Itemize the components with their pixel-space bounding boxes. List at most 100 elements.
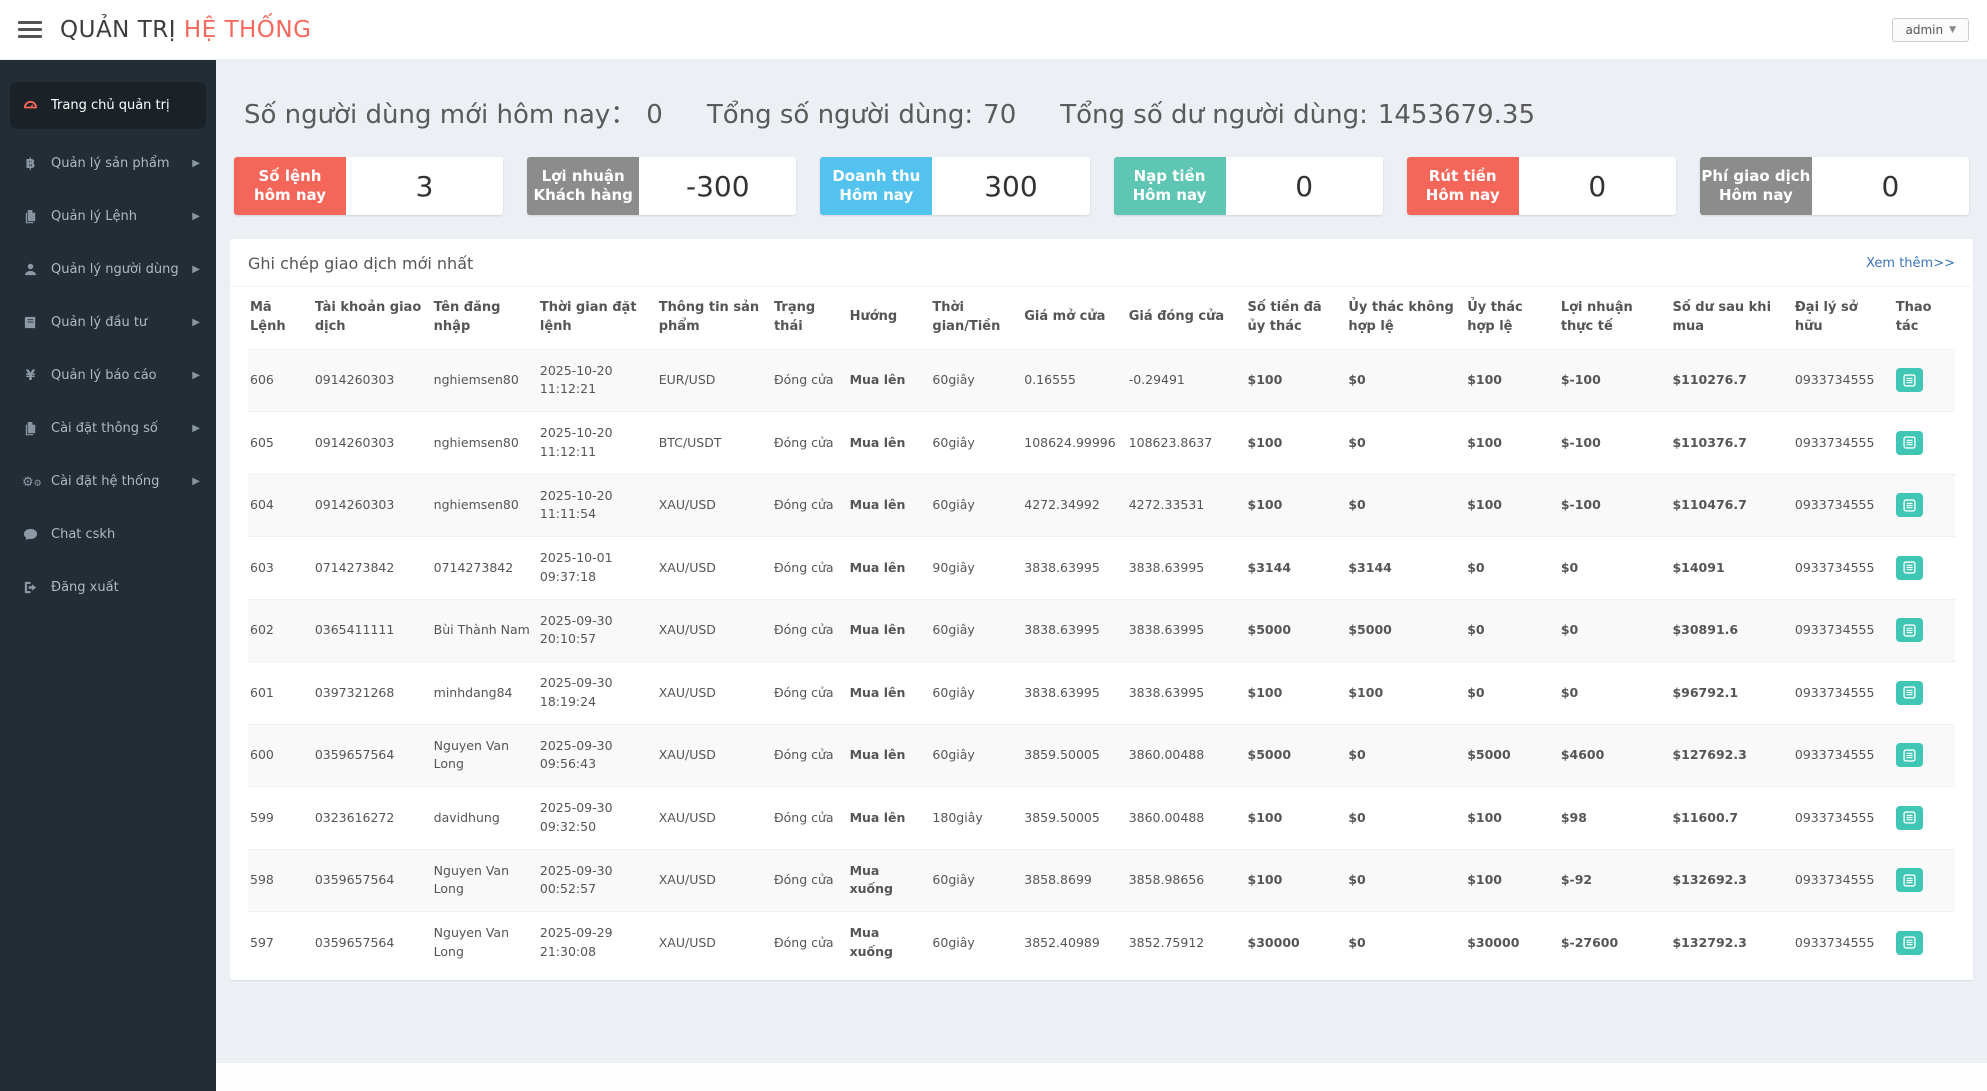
column-header-13: Lợi nhuận thực tế	[1560, 300, 1633, 334]
stat-card-2: Doanh thu Hôm nay 300	[820, 157, 1090, 215]
list-icon	[1903, 811, 1916, 825]
row-detail-button[interactable]	[1895, 555, 1923, 580]
sidebar-item-9[interactable]: Đăng xuất	[0, 561, 216, 614]
column-header-10: Số tiền đã ủy thác	[1247, 300, 1322, 334]
cell-product: XAU/USD	[656, 598, 772, 662]
cell-id: 604	[248, 473, 313, 537]
column-header-5: Trạng thái	[773, 300, 816, 334]
row-detail-button[interactable]	[1895, 618, 1923, 643]
cell-username: Bùi Thành Nam	[431, 598, 538, 662]
row-detail-button[interactable]	[1895, 805, 1923, 830]
cell-close: 3860.00488	[1126, 786, 1246, 850]
cell-account: 0365411111	[312, 598, 432, 662]
gears-icon: ⚙⚙	[22, 474, 42, 490]
table-row: 605 0914260303 nghiemsen80 2025-10-20 11:12…	[248, 411, 1955, 475]
row-detail-button[interactable]	[1895, 368, 1923, 393]
cell-close: 3858.98656	[1126, 848, 1246, 912]
cell-status: Đóng cửa	[771, 598, 848, 662]
sidebar-item-7[interactable]: ⚙⚙ Cài đặt hệ thống ▶	[0, 455, 216, 508]
user-menu-dropdown[interactable]: admin ▼	[1892, 17, 1969, 42]
sidebar-item-5[interactable]: ¥ Quản lý báo cáo ▶	[0, 349, 216, 402]
menu-toggle-icon[interactable]	[18, 21, 42, 38]
sidebar-item-4[interactable]: Quản lý đầu tư ▶	[0, 296, 216, 349]
row-detail-button[interactable]	[1895, 743, 1923, 768]
cell-balance: $110476.7	[1670, 473, 1793, 537]
cell-time: 2025-09-30 20:10:57	[537, 598, 657, 662]
cell-product: EUR/USD	[656, 348, 772, 412]
sidebar-item-label: Trang chủ quản trị	[51, 98, 170, 113]
sidebar-item-3[interactable]: Quản lý người dùng ▶	[0, 243, 216, 296]
sidebar-item-label: Cài đặt hệ thống	[51, 474, 160, 489]
cell-profit: $-92	[1558, 848, 1671, 912]
cell-account: 0397321268	[312, 661, 432, 725]
cell-invalid: $3144	[1346, 536, 1466, 600]
stat-card-label: Lợi nhuận Khách hàng	[527, 157, 640, 215]
row-detail-button[interactable]	[1895, 430, 1923, 455]
cell-invalid: $0	[1346, 848, 1466, 912]
cell-username: nghiemsen80	[431, 348, 538, 412]
cell-direction: Mua lên	[847, 348, 931, 412]
list-icon	[1903, 499, 1916, 512]
summary-stat-1: Tổng số người dùng: 70	[706, 100, 1017, 130]
list-icon	[1903, 936, 1916, 950]
sidebar-item-1[interactable]: ฿ Quản lý sản phẩm ▶	[0, 137, 216, 190]
sidebar-item-6[interactable]: Cài đặt thông số ▶	[0, 402, 216, 455]
cell-id: 605	[248, 411, 313, 475]
cell-balance: $132692.3	[1670, 848, 1793, 912]
column-header-2: Tên đăng nhập	[433, 300, 501, 334]
cell-status: Đóng cửa	[771, 786, 848, 850]
cell-status: Đóng cửa	[771, 911, 848, 974]
cell-direction: Mua xuống	[847, 848, 931, 912]
see-more-link[interactable]: Xem thêm>>	[1866, 256, 1955, 271]
cell-time: 2025-09-30 09:32:50	[537, 786, 657, 850]
chevron-right-icon: ▶	[192, 423, 200, 434]
list-icon	[1903, 624, 1916, 637]
cell-action	[1893, 911, 1955, 974]
chat-icon	[22, 527, 39, 542]
cell-balance: $14091	[1670, 536, 1793, 600]
main-content: Số người dùng mới hôm nay： 0 Tổng số người…	[216, 60, 1987, 1091]
sidebar-item-8[interactable]: Chat cskh	[0, 508, 216, 561]
chevron-right-icon: ▶	[192, 211, 200, 222]
row-detail-button[interactable]	[1895, 680, 1923, 705]
chevron-right-icon: ▶	[192, 476, 200, 487]
cell-id: 603	[248, 536, 313, 600]
cell-duration: 60giây	[930, 411, 1023, 475]
cell-balance: $96792.1	[1670, 661, 1793, 725]
user-menu-label: admin	[1905, 22, 1944, 37]
app-title-secondary: HỆ THỐNG	[183, 16, 312, 43]
sidebar-item-2[interactable]: Quản lý Lệnh ▶	[0, 190, 216, 243]
table-row: 599 0323616272 davidhung 2025-09-30 09:32:5…	[248, 786, 1955, 850]
stat-card-3: Nạp tiền Hôm nay 0	[1113, 157, 1383, 215]
cell-valid: $100	[1465, 786, 1559, 850]
summary-stat-2: Tổng số dư người dùng: 1453679.35	[1060, 100, 1535, 130]
cell-open: 108624.99996	[1022, 411, 1127, 475]
cell-product: XAU/USD	[656, 911, 772, 974]
stat-card-1: Lợi nhuận Khách hàng -300	[527, 157, 797, 215]
sidebar-item-0[interactable]: Trang chủ quản trị	[10, 82, 206, 129]
row-detail-button[interactable]	[1895, 868, 1923, 893]
row-detail-button[interactable]	[1895, 493, 1923, 518]
sidebar-item-label: Quản lý đầu tư	[51, 315, 148, 330]
cell-duration: 60giây	[930, 848, 1023, 912]
cell-time: 2025-09-30 09:56:43	[537, 723, 657, 787]
sidebar-item-label: Đăng xuất	[51, 580, 119, 595]
cell-id: 599	[248, 786, 313, 850]
cell-agent: 0933734555	[1792, 348, 1894, 412]
cell-invalid: $0	[1346, 473, 1466, 537]
app-title: QUẢN TRỊ HỆ THỐNG	[60, 17, 311, 43]
cell-close: 4272.33531	[1126, 473, 1246, 537]
cell-close: 3852.75912	[1126, 911, 1246, 974]
stat-card-value: -300	[639, 157, 797, 215]
cell-direction: Mua xuống	[847, 911, 931, 974]
chevron-right-icon: ▶	[192, 370, 200, 381]
column-header-15: Đại lý sở hữu	[1794, 300, 1858, 334]
cell-profit: $0	[1558, 598, 1671, 662]
stat-card-value: 3	[346, 157, 504, 215]
column-header-8: Giá mở cửa	[1024, 309, 1106, 325]
chevron-right-icon: ▶	[192, 264, 200, 275]
row-detail-button[interactable]	[1895, 930, 1923, 955]
panel-title: Ghi chép giao dịch mới nhất	[248, 254, 474, 273]
column-header-4: Thông tin sản phẩm	[658, 300, 760, 334]
stat-card-value: 300	[932, 157, 1090, 215]
